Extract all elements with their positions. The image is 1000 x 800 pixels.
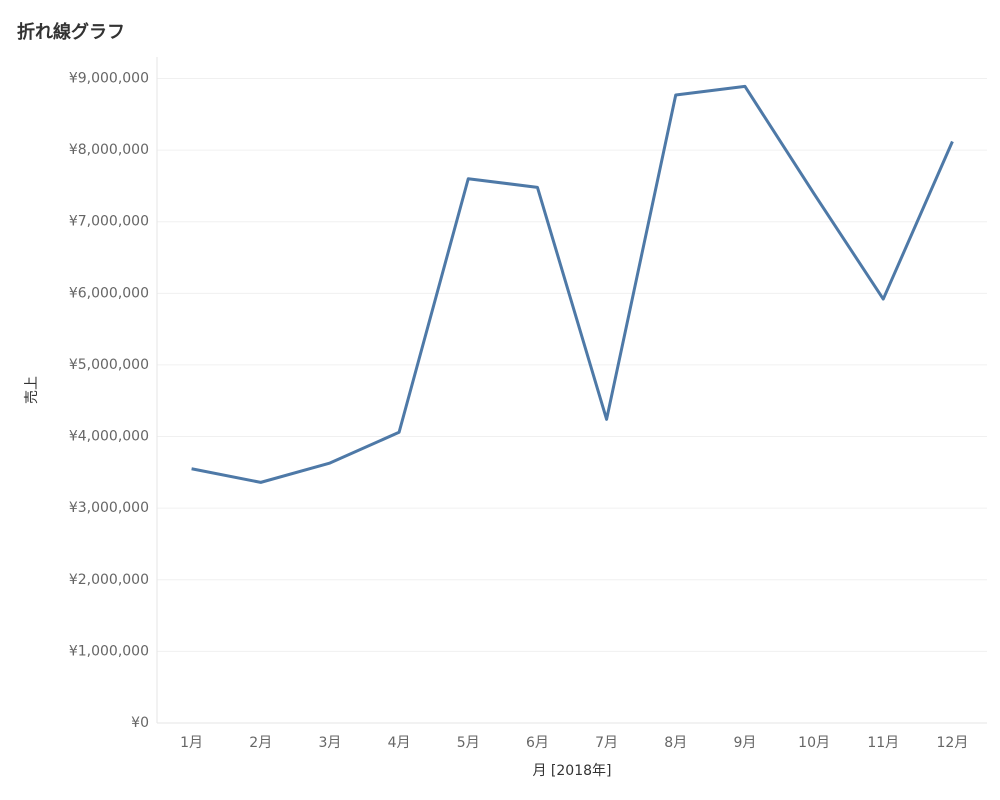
y-tick-label: ¥5,000,000: [69, 357, 149, 373]
x-tick-label: 8月: [664, 735, 687, 751]
x-tick-label: 2月: [249, 735, 272, 751]
x-tick-label: 10月: [798, 735, 830, 751]
y-tick-label: ¥7,000,000: [69, 214, 149, 230]
x-tick-label: 5月: [457, 735, 480, 751]
x-tick-label: 6月: [526, 735, 549, 751]
y-tick-label: ¥2,000,000: [69, 572, 149, 588]
x-tick-label: 1月: [180, 735, 203, 751]
y-tick-label: ¥1,000,000: [69, 643, 149, 659]
y-tick-label: ¥0: [131, 715, 149, 731]
y-axis-label: 売上: [24, 376, 40, 404]
y-tick-label: ¥8,000,000: [69, 142, 149, 158]
x-axis-label: 月 [2018年]: [532, 763, 611, 779]
y-tick-label: ¥4,000,000: [69, 429, 149, 445]
x-tick-label: 9月: [733, 735, 756, 751]
y-tick-label: ¥9,000,000: [69, 70, 149, 86]
x-tick-label: 4月: [388, 735, 411, 751]
x-tick-label: 11月: [867, 735, 899, 751]
x-tick-label: 12月: [937, 735, 969, 751]
x-tick-label: 3月: [318, 735, 341, 751]
chart-title: 折れ線グラフ: [17, 21, 125, 43]
y-tick-label: ¥6,000,000: [69, 285, 149, 301]
x-tick-label: 7月: [595, 735, 618, 751]
y-tick-label: ¥3,000,000: [69, 500, 149, 516]
line-series: [191, 84, 954, 484]
